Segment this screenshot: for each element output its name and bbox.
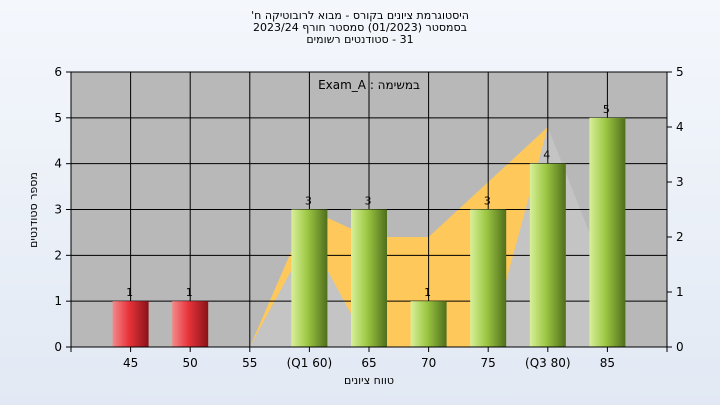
- bar-70: [410, 301, 447, 347]
- y2-tick-label: 3: [676, 175, 684, 189]
- value-label: 1: [424, 286, 431, 299]
- value-label: 3: [365, 195, 372, 208]
- x-tick-label: 55: [242, 356, 257, 370]
- title-line-3: 31 - סטודנטים רשומים: [306, 33, 414, 46]
- title-line-1: היסטוגרמת ציונים בקורס - מבוא לרובוטיקה …: [251, 9, 469, 22]
- x-tick-label: 75: [481, 356, 496, 370]
- y2-tick-label: 2: [676, 230, 684, 244]
- value-label: 3: [484, 195, 491, 208]
- task-annotation: במשימה : Exam_A: [318, 78, 420, 92]
- x-tick-label: 85: [600, 356, 615, 370]
- chart-titles: היסטוגרמת ציונים בקורס - מבוא לרובוטיקה …: [0, 10, 720, 46]
- bar-Q380: [529, 163, 566, 347]
- y2-tick-label: 1: [676, 285, 684, 299]
- bar-75: [470, 209, 507, 347]
- y-tick-label: 4: [54, 157, 62, 171]
- bar-65: [351, 209, 387, 347]
- y-tick-label: 6: [54, 65, 62, 79]
- y-tick-label: 5: [54, 111, 62, 125]
- y2-tick-label: 5: [676, 65, 684, 79]
- y-axis-label: מספר סטודנטים: [27, 172, 40, 248]
- value-label: 3: [305, 195, 312, 208]
- x-tick-label: 70: [421, 356, 436, 370]
- bars: 1 1 3 3 1 3 4 5: [112, 103, 626, 347]
- bar-Q160: [291, 209, 328, 347]
- y-tick-label: 0: [54, 340, 62, 354]
- value-label: 4: [543, 149, 550, 162]
- bar-50: [172, 301, 209, 347]
- y-tick-label: 3: [54, 203, 62, 217]
- title-line-2: בסמסטר (01/2023) סמסטר חורף 2023/24: [253, 21, 467, 34]
- value-label: 1: [186, 286, 193, 299]
- y-tick-label: 2: [54, 248, 62, 262]
- bar-85: [589, 117, 626, 347]
- x-tick-label: 65: [361, 356, 376, 370]
- value-label: 5: [603, 103, 610, 116]
- x-tick-label: (Q3 80): [525, 356, 571, 370]
- bar-45: [112, 301, 149, 347]
- x-tick-label: 50: [183, 356, 198, 370]
- y2-tick-label: 0: [676, 340, 684, 354]
- value-label: 1: [126, 286, 133, 299]
- y-tick-label: 1: [54, 294, 62, 308]
- y2-tick-label: 4: [676, 120, 684, 134]
- x-tick-label: (Q1 60): [287, 356, 333, 370]
- x-tick-label: 45: [123, 356, 138, 370]
- x-axis-label: טווח ציונים: [344, 374, 394, 387]
